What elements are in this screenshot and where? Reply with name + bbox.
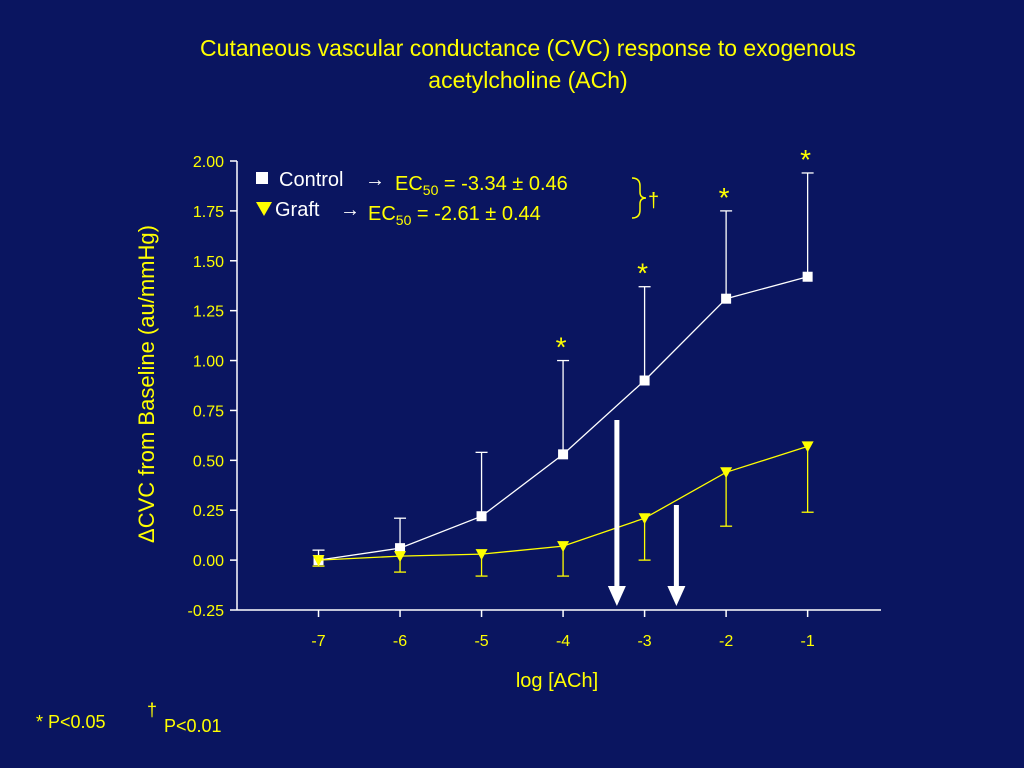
chart-title-line-2: acetylcholine (ACh) [428,67,628,93]
y-tick-label: 1.00 [193,354,224,371]
legend-bracket [631,177,647,219]
y-tick-label: -0.25 [188,603,225,620]
significance-star: * [719,182,730,213]
control-point [558,449,569,460]
legend-graft-marker [256,202,272,216]
ec50-arrowhead-graft [667,586,686,606]
x-tick-label: -4 [556,633,570,650]
y-tick-label: 0.75 [193,403,224,420]
x-tick-label: -3 [637,633,651,650]
graft-point [801,441,814,453]
footnote-dagger: P<0.01 [164,716,222,736]
footnote-star: * P<0.05 [36,712,106,732]
y-tick-label: 1.50 [193,254,224,271]
control-point [476,511,487,522]
significance-star: * [556,332,567,363]
legend-control-ec50-subscript: 50 [423,182,439,198]
significance-star: * [800,144,811,175]
control-point [639,375,650,386]
y-tick-label: 0.50 [193,453,224,470]
footnote-dagger-symbol: † [147,700,158,720]
legend-graft-arrow: → [340,199,360,221]
control-point [721,293,732,304]
series-graft [312,441,814,577]
x-tick-label: -7 [311,633,325,650]
legend-graft-ec50: EC50 = -2.61 ± 0.44 [368,203,541,228]
x-tick-label: -6 [393,633,407,650]
legend-control-arrow: → [365,169,385,191]
legend-control-ec50: EC50 = -3.34 ± 0.46 [395,173,568,198]
chart-annotations: * * * * [556,144,811,606]
legend-control-ec50-value: = -3.34 ± 0.46 [438,173,567,195]
graft-point [638,513,651,525]
ec50-arrowhead-control [607,586,626,606]
chart-series [312,172,814,577]
x-axis-label: log [ACh] [515,670,599,692]
chart-title-line-1: Cutaneous vascular conductance (CVC) res… [200,35,856,61]
legend-graft-ec50-subscript: 50 [396,212,412,228]
y-tick-label: 1.75 [193,204,224,221]
graft-point [557,541,570,553]
y-tick-label: 1.25 [193,304,224,321]
series-control [312,172,814,566]
chart-axes: -0.25 0.00 0.25 0.50 0.75 1.00 1.25 1.50 1.75 2.0… [188,154,881,650]
control-point [802,271,813,282]
legend-graft-label: Graft [275,199,320,221]
x-tick-label: -2 [719,633,733,650]
legend-dagger: † [648,190,659,212]
legend-graft-ec50-prefix: EC [368,203,396,225]
graft-point [475,549,488,561]
graft-point [394,551,407,563]
x-tick-label: -5 [474,633,488,650]
legend-control-label: Control [279,169,343,191]
graft-point [720,467,733,479]
legend-control-marker [256,172,268,184]
graft-point [312,555,325,567]
x-tick-label: -1 [801,633,815,650]
legend-control-ec50-prefix: EC [395,173,423,195]
y-tick-label: 0.25 [193,503,224,520]
legend-graft-ec50-value: = -2.61 ± 0.44 [411,203,540,225]
significance-star: * [637,258,648,289]
y-tick-label: 0.00 [193,553,224,570]
control-point [395,543,406,554]
y-tick-label: 2.00 [193,154,224,171]
chart-title: Cutaneous vascular conductance (CVC) res… [0,32,1024,96]
